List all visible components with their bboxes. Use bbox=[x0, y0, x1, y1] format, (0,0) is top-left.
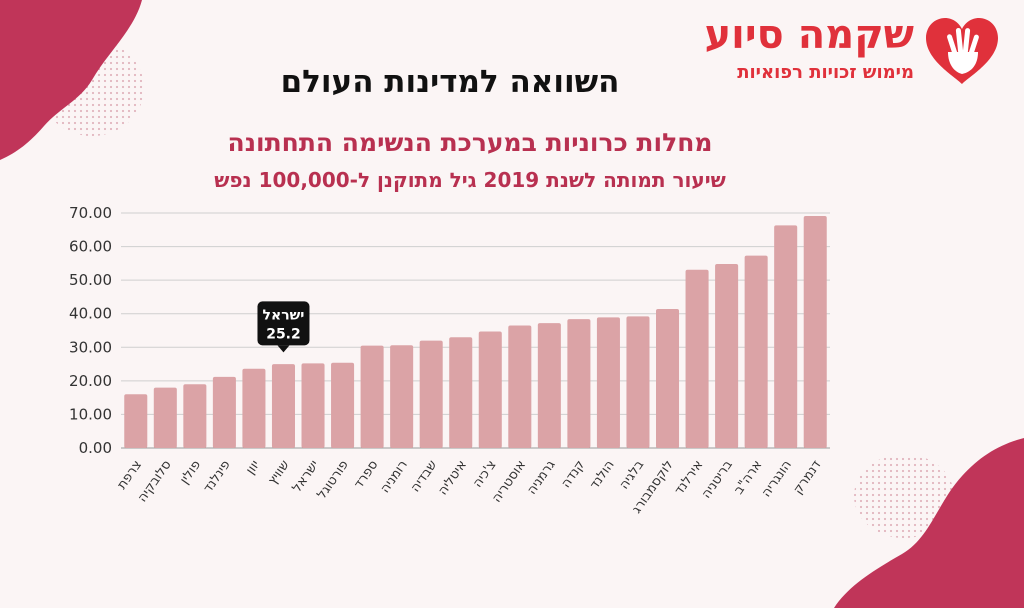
x-tick-label: בריטניה bbox=[699, 458, 736, 502]
x-tick-label: צרפת bbox=[115, 458, 145, 493]
bar bbox=[301, 363, 325, 448]
x-tick-label: גרמניה bbox=[524, 458, 558, 498]
x-tick-label: פורטוגל bbox=[314, 458, 351, 502]
decorative-blob-top-left bbox=[0, 0, 144, 160]
bar bbox=[626, 316, 650, 448]
bar bbox=[774, 225, 798, 448]
bar bbox=[478, 331, 502, 448]
x-tick-label: קנדה bbox=[559, 458, 589, 491]
y-tick-label: 30.00 bbox=[69, 338, 112, 356]
y-tick-label: 50.00 bbox=[69, 271, 112, 289]
bar bbox=[183, 384, 207, 448]
bar bbox=[508, 325, 532, 448]
logo-tagline: מימוש זכויות רפואיות bbox=[737, 62, 914, 83]
x-tick-label: איטליה bbox=[435, 458, 470, 498]
x-tick-label: הונגריה bbox=[759, 458, 795, 500]
tooltip-box bbox=[257, 301, 310, 346]
bar bbox=[271, 364, 296, 448]
bar bbox=[212, 376, 236, 448]
page-title: השוואה למדינות העולם bbox=[280, 64, 620, 100]
bar bbox=[537, 323, 561, 448]
bar bbox=[803, 216, 827, 448]
x-tick-label: הולנד bbox=[587, 458, 617, 493]
chart-title: מחלות כרוניות במערכת הנשימה התחתונה bbox=[227, 128, 713, 157]
bar bbox=[360, 345, 384, 448]
heart-hand-icon bbox=[926, 18, 998, 84]
x-tick-label: ספרד bbox=[351, 458, 381, 492]
bar bbox=[419, 340, 443, 448]
x-tick-label: פולין bbox=[177, 458, 204, 487]
y-tick-label: 0.00 bbox=[79, 439, 112, 457]
bar bbox=[331, 362, 355, 448]
bar bbox=[124, 394, 148, 448]
x-tick-label: שוויץ bbox=[265, 458, 292, 488]
y-tick-label: 40.00 bbox=[69, 305, 112, 323]
x-tick-label: דנמרק bbox=[791, 458, 825, 497]
tooltip-name: ישראל bbox=[263, 307, 305, 323]
x-tick-label: פינלנד bbox=[201, 458, 234, 496]
x-tick-label: רומניה bbox=[378, 458, 411, 496]
tooltip-value: 25.2 bbox=[266, 326, 301, 342]
chart-subtitle: שיעור תמותה לשנת 2019 גיל מתוקנן ל-100,0… bbox=[214, 168, 726, 192]
bar bbox=[449, 337, 473, 448]
x-tick-label: בלגיה bbox=[617, 458, 647, 493]
logo-name: שקמה סיוע bbox=[704, 12, 914, 58]
brand-logo: שקמה סיוע מימוש זכויות רפואיות bbox=[680, 12, 1010, 92]
bar bbox=[242, 368, 266, 448]
bar bbox=[567, 319, 591, 448]
bar bbox=[596, 317, 620, 448]
bar bbox=[715, 264, 739, 448]
bar bbox=[390, 345, 414, 448]
x-tick-label: צ'כיה bbox=[470, 458, 499, 491]
x-tick-label: יוון bbox=[243, 458, 263, 478]
bar bbox=[744, 255, 768, 448]
tooltip-pointer bbox=[277, 345, 290, 353]
y-tick-label: 60.00 bbox=[69, 238, 112, 256]
decorative-blob-bottom-right bbox=[834, 438, 1024, 608]
bar bbox=[685, 269, 709, 448]
y-tick-label: 70.00 bbox=[69, 204, 112, 222]
bar bbox=[655, 309, 680, 448]
y-tick-label: 10.00 bbox=[69, 405, 112, 423]
y-tick-label: 20.00 bbox=[69, 372, 112, 390]
bar bbox=[153, 387, 177, 448]
